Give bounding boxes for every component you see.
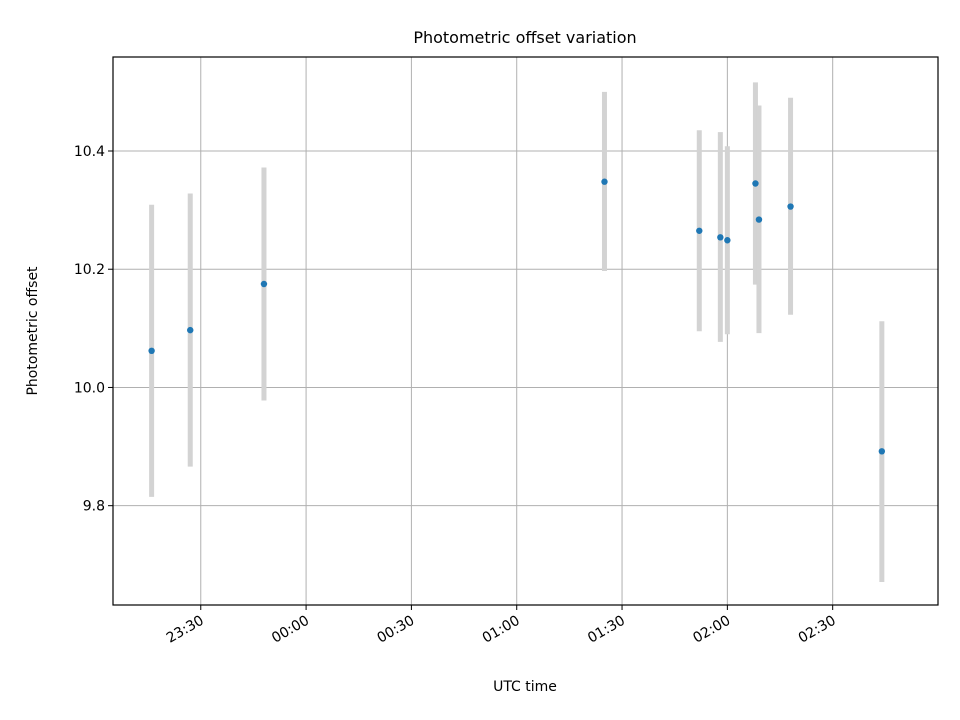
data-point	[878, 448, 886, 455]
data-point	[752, 180, 759, 187]
y-tick-label: 10.0	[74, 380, 105, 396]
y-tick-label: 10.2	[74, 262, 105, 278]
y-tick-label: 9.8	[83, 499, 105, 515]
data-point	[187, 326, 194, 334]
chart-title: Photometric offset variation	[413, 28, 636, 47]
data-point	[755, 216, 763, 223]
data-point	[260, 280, 268, 288]
data-point	[601, 178, 608, 185]
data-point	[148, 347, 155, 355]
y-tick-label: 10.4	[74, 144, 105, 160]
y-axis-label: Photometric offset	[25, 266, 41, 396]
data-point	[717, 234, 724, 241]
data-point	[724, 237, 731, 244]
plot-frame	[112, 56, 939, 606]
x-axis-label: UTC time	[493, 679, 557, 695]
data-point	[787, 203, 794, 210]
point-layer	[148, 178, 886, 455]
data-point	[696, 227, 703, 234]
y-axis-ticks: 9.8 10.0 10.2 10.4	[74, 144, 113, 515]
